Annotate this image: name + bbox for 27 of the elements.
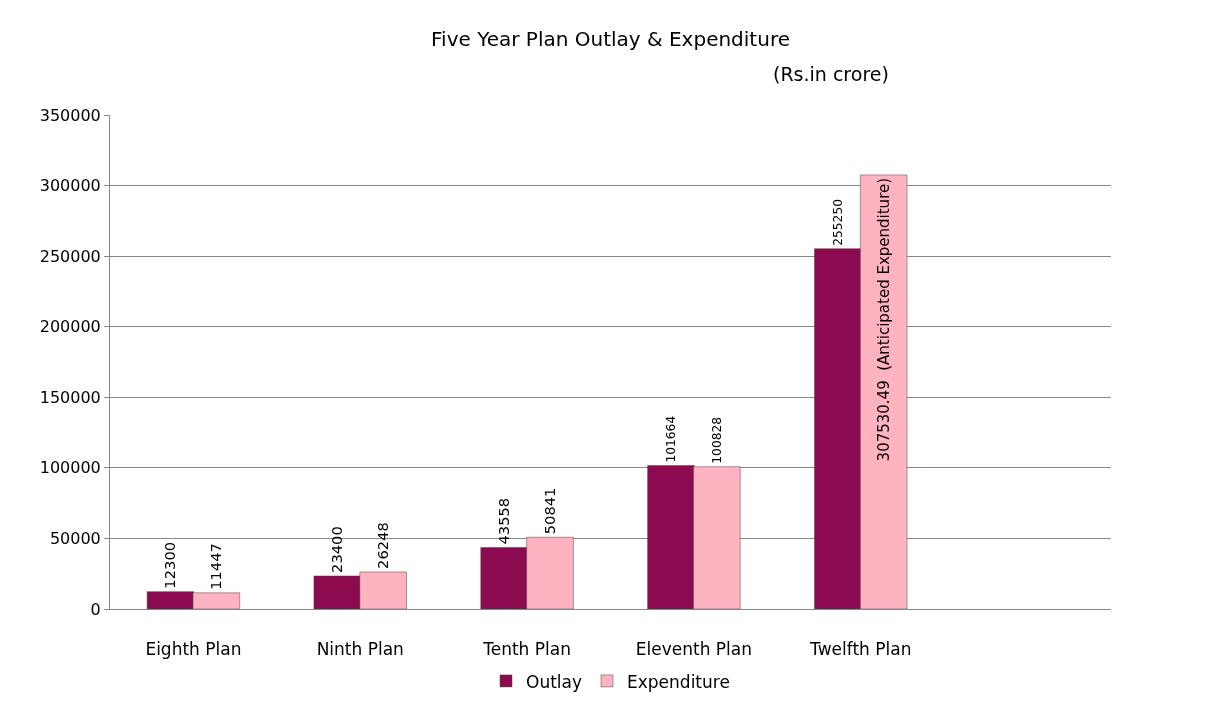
x-tick-label: Twelfth Plan [809,639,912,660]
data-label: 43558 [495,497,513,545]
y-tick-label: 0 [90,599,101,619]
chart-title: Five Year Plan Outlay & Expenditure [431,27,790,51]
data-label: 50841 [540,487,558,535]
legend-label: Expenditure [627,671,730,692]
data-label: 26248 [374,522,392,569]
data-label: 12300 [161,541,179,589]
data-label: 255250 [830,199,845,246]
x-tick-label: Eighth Plan [145,639,242,660]
y-tick-label: 300000 [39,176,101,196]
x-tick-label: Ninth Plan [316,639,404,660]
data-label: 307530.49 (Anticipated Expenditure) [874,177,893,462]
y-tick-label: 350000 [39,105,101,125]
data-label: 11447 [207,543,225,590]
y-tick-label: 250000 [39,246,101,266]
y-tick-label: 50000 [49,529,101,549]
y-tick-label: 200000 [39,317,101,337]
x-tick-label: Eleventh Plan [635,639,753,660]
legend-label: Outlay [526,671,583,692]
data-label: 100828 [709,417,724,464]
x-tick-label: Tenth Plan [482,639,571,660]
data-label: 101664 [664,415,679,463]
y-tick-label: 100000 [39,458,101,478]
data-label: 23400 [328,526,346,573]
chart-subtitle: (Rs.in crore) [773,63,889,85]
y-tick-label: 150000 [39,387,101,407]
